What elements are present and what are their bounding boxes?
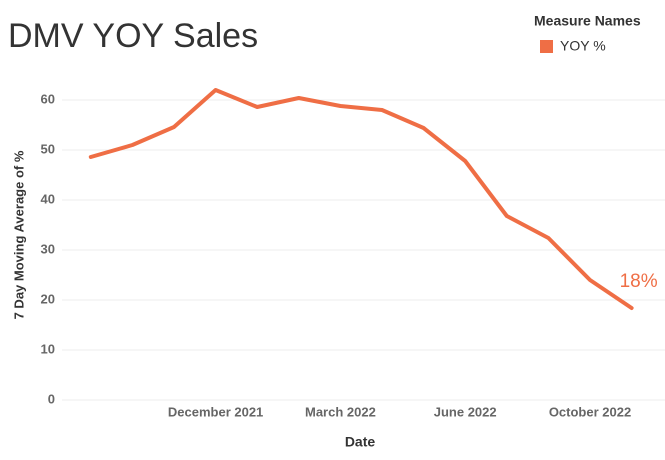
x-tick-label: March 2022 xyxy=(305,404,376,419)
x-tick-label: October 2022 xyxy=(549,404,631,419)
y-tick-label: 30 xyxy=(41,241,55,256)
y-tick-label: 60 xyxy=(41,91,55,106)
legend-swatch xyxy=(540,40,553,53)
line xyxy=(88,88,634,310)
x-axis-label: Date xyxy=(345,434,376,450)
y-tick-label: 40 xyxy=(41,191,55,206)
legend-label: YOY % xyxy=(560,38,606,54)
y-tick-label: 10 xyxy=(41,341,55,356)
y-tick-label: 0 xyxy=(48,391,55,406)
x-tick-label: December 2021 xyxy=(168,404,263,419)
data-label: 18% xyxy=(620,271,658,292)
y-tick-label: 50 xyxy=(41,141,55,156)
chart-title: DMV YOY Sales xyxy=(8,17,258,55)
y-axis-label: 7 Day Moving Average of % xyxy=(11,150,26,319)
legend-title: Measure Names xyxy=(534,13,641,29)
y-tick-label: 20 xyxy=(41,291,55,306)
x-tick-label: June 2022 xyxy=(434,404,497,419)
